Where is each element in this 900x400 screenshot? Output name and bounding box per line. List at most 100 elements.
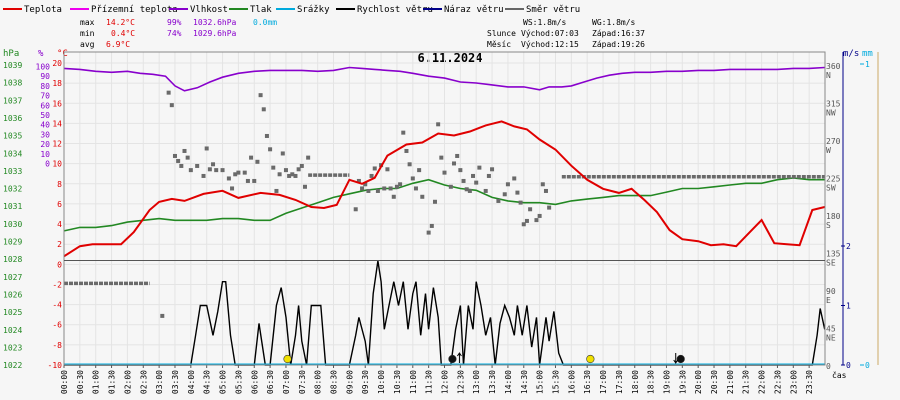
dir-compass-label: SE bbox=[826, 258, 836, 267]
wind-direction-point bbox=[534, 218, 539, 223]
pct-tick-label: 40 bbox=[40, 121, 50, 130]
stat-avg-label: avg bbox=[80, 40, 95, 49]
dir-tick-label: 45 bbox=[826, 324, 836, 333]
wind-direction-point bbox=[274, 188, 279, 193]
wind-direction-point bbox=[502, 192, 507, 197]
marker-layer bbox=[283, 352, 685, 364]
moonset-arrow bbox=[673, 353, 679, 364]
wind-direction-point bbox=[172, 153, 177, 158]
x-tick-label: 19:30 bbox=[678, 370, 687, 394]
pct-tick-label: 80 bbox=[40, 82, 50, 91]
dir-tick-label: 0 bbox=[826, 362, 831, 371]
stat-max-rain: 0.0mm bbox=[253, 18, 277, 27]
temp-tick-label: -2 bbox=[52, 280, 62, 289]
hpa-tick-label: 1027 bbox=[3, 273, 22, 282]
wind-direction-point bbox=[490, 167, 495, 172]
stat-min-temp: 0.4°C bbox=[111, 29, 135, 38]
wind-direction-point bbox=[299, 163, 304, 168]
left-axes: 20181614121086420-2-4-6-8-10103910381037… bbox=[3, 59, 62, 370]
dir-tick-label: 270 bbox=[826, 137, 841, 146]
dir-compass-label: N bbox=[826, 71, 831, 80]
wind-direction-point bbox=[306, 155, 311, 160]
wind-direction-point bbox=[255, 159, 260, 164]
dir-tick-label: 180 bbox=[826, 212, 841, 221]
stat-min-hum: 74% bbox=[167, 29, 182, 38]
hpa-tick-label: 1028 bbox=[3, 255, 22, 264]
temp-tick-label: -8 bbox=[52, 341, 62, 350]
sunrise-marker bbox=[283, 354, 292, 364]
dir-compass-label: S bbox=[826, 221, 831, 230]
unit-degc: °C bbox=[57, 49, 68, 59]
wind-direction-point bbox=[439, 155, 444, 160]
temp-tick-label: -4 bbox=[52, 301, 62, 310]
x-tick-label: 14:30 bbox=[520, 370, 529, 394]
temp-tick-label: 10 bbox=[52, 160, 62, 169]
wind-direction-point bbox=[249, 155, 254, 160]
wind-direction-point bbox=[185, 155, 190, 160]
hpa-tick-label: 1035 bbox=[3, 132, 22, 141]
x-tick-label: 09:30 bbox=[361, 370, 370, 394]
stat-min-press: 1029.6hPa bbox=[193, 29, 237, 38]
wind-direction-point bbox=[220, 168, 225, 173]
x-tick-label: 06:30 bbox=[266, 370, 275, 394]
legend-label-teplota: Teplota bbox=[24, 5, 62, 15]
wind-direction-point bbox=[521, 222, 526, 227]
temp-tick-label: 16 bbox=[52, 99, 62, 108]
wind-gust-info: WG:1.8m/s bbox=[592, 18, 636, 27]
temp-tick-label: 4 bbox=[57, 220, 62, 229]
dir-tick-label: 225 bbox=[826, 174, 841, 183]
x-tick-label: 08:00 bbox=[314, 370, 323, 394]
hpa-tick-label: 1033 bbox=[3, 167, 22, 176]
x-axis-label: čas bbox=[832, 370, 847, 380]
sunset-time: Západ:16:37 bbox=[592, 29, 645, 38]
wind-direction-point bbox=[356, 178, 361, 183]
wind-direction-point bbox=[277, 172, 282, 177]
legend-label-smer-vetru: Směr větru bbox=[526, 5, 580, 15]
hpa-tick-label: 1029 bbox=[3, 238, 22, 247]
temp-tick-label: 20 bbox=[52, 59, 62, 68]
wind-direction-point bbox=[236, 170, 241, 175]
wind-direction-point bbox=[261, 107, 266, 112]
hpa-tick-label: 1024 bbox=[3, 326, 22, 335]
hpa-tick-label: 1026 bbox=[3, 290, 22, 299]
unit-hpa: hPa bbox=[3, 49, 19, 59]
wind-direction-point bbox=[407, 162, 412, 167]
x-tick-label: 07:00 bbox=[282, 370, 291, 394]
legend-label-rychlost-vetru: Rychlost větru bbox=[357, 5, 433, 15]
unit-pct: % bbox=[38, 49, 44, 59]
stat-max-label: max bbox=[80, 18, 95, 27]
hpa-tick-label: 1037 bbox=[3, 96, 22, 105]
x-tick-label: 00:00 bbox=[60, 370, 69, 394]
humidity-line bbox=[63, 66, 825, 92]
x-tick-label: 11:30 bbox=[425, 370, 434, 394]
wind-direction-point bbox=[271, 165, 276, 170]
x-tick-label: 13:00 bbox=[472, 370, 481, 394]
wind-direction-point bbox=[496, 198, 501, 203]
wind-direction-point bbox=[293, 173, 298, 178]
hpa-tick-label: 1030 bbox=[3, 220, 22, 229]
x-tick-label: 00:30 bbox=[76, 370, 85, 394]
wind-direction-point bbox=[467, 188, 472, 193]
wind-direction-point bbox=[547, 205, 552, 210]
wind-direction-point bbox=[360, 186, 365, 191]
wind-direction-point bbox=[195, 163, 200, 168]
legend-label-vlhkost: Vlhkost bbox=[190, 5, 228, 15]
wind-direction-point bbox=[436, 122, 441, 127]
stats-block: max 14.2°C 99% 1032.6hPa 0.0mm min 0.4°C… bbox=[80, 18, 277, 49]
wind-direction-point bbox=[429, 223, 434, 228]
wind-direction-point bbox=[413, 186, 418, 191]
wind-direction-point bbox=[417, 168, 422, 173]
pct-tick-label: 90 bbox=[40, 72, 50, 81]
ms-tick-label: 2 bbox=[846, 242, 851, 251]
stat-min-label: min bbox=[80, 29, 95, 38]
wind-direction-point bbox=[296, 167, 301, 172]
wind-direction-point bbox=[540, 182, 545, 187]
wind-direction-point bbox=[283, 168, 288, 173]
legend-label-srazky: Srážky bbox=[297, 5, 330, 15]
hpa-tick-label: 1022 bbox=[3, 361, 22, 370]
pct-tick-label: 60 bbox=[40, 101, 50, 110]
wind-direction-point bbox=[375, 188, 380, 193]
dir-compass-label: NW bbox=[826, 108, 836, 117]
pressure-line bbox=[63, 177, 825, 232]
